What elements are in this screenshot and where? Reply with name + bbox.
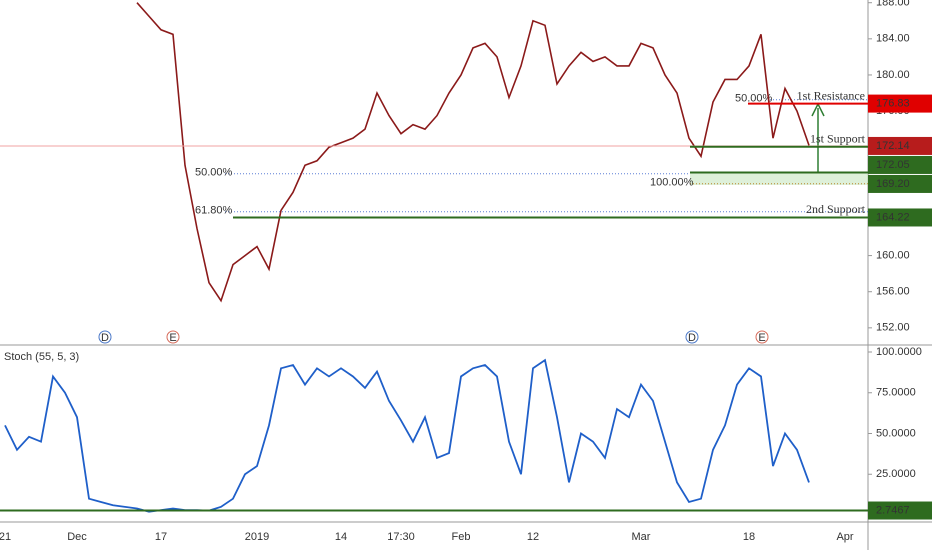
x-tick-label: 21	[0, 531, 11, 543]
level-box	[868, 208, 932, 227]
x-tick-label: 17	[155, 531, 167, 543]
fib-label: 50.00%	[195, 167, 233, 179]
x-tick-label: Apr	[836, 531, 853, 543]
event-label: E	[758, 332, 765, 344]
level-value: 2.7467	[876, 504, 910, 516]
level-name: 2nd Support	[806, 202, 866, 216]
x-tick-label: Dec	[67, 531, 87, 543]
level-box	[868, 136, 932, 155]
x-tick-label: 17:30	[387, 531, 415, 543]
level-value: 172.05	[876, 159, 910, 171]
event-label: D	[101, 332, 109, 344]
x-tick-label: 18	[743, 531, 755, 543]
level-box	[868, 94, 932, 113]
event-label: D	[688, 332, 696, 344]
x-tick-label: 14	[335, 531, 347, 543]
x-tick-label: 2019	[245, 531, 269, 543]
y-tick-label: 100.0000	[876, 346, 922, 358]
x-tick-label: 12	[527, 531, 539, 543]
indicator-title: Stoch (55, 5, 3)	[4, 351, 79, 363]
level-name: 1st Support	[810, 132, 866, 146]
level-value: 164.22	[876, 211, 910, 223]
y-tick-label: 152.00	[876, 322, 910, 334]
level-box	[868, 501, 932, 520]
y-tick-label: 50.0000	[876, 427, 916, 439]
series-line	[136, 2, 810, 303]
level-box	[868, 174, 932, 193]
series-line	[4, 358, 810, 513]
level-box	[868, 155, 932, 174]
fib-label: 61.80%	[195, 205, 233, 217]
level-value: 172.14	[876, 140, 910, 152]
y-tick-label: 188.00	[876, 0, 910, 9]
level-value: 176.83	[876, 97, 910, 109]
event-marker	[685, 330, 699, 344]
fib-label: 100.00%	[650, 177, 694, 189]
fib-label: 50.00%	[735, 93, 773, 105]
y-tick-label: 180.00	[876, 69, 910, 81]
y-tick-label: 75.0000	[876, 387, 916, 399]
event-marker	[98, 330, 112, 344]
y-tick-label: 160.00	[876, 249, 910, 261]
event-marker	[166, 330, 180, 344]
y-tick-label: 184.00	[876, 33, 910, 45]
event-label: E	[169, 332, 176, 344]
y-tick-label: 156.00	[876, 286, 910, 298]
event-marker	[755, 330, 769, 344]
y-tick-label: 25.0000	[876, 468, 916, 480]
level-value: 169.20	[876, 178, 910, 190]
level-name: 1st Resistance	[797, 88, 865, 102]
x-tick-label: Mar	[632, 531, 651, 543]
support-zone	[690, 173, 868, 185]
x-tick-label: Feb	[452, 531, 471, 543]
